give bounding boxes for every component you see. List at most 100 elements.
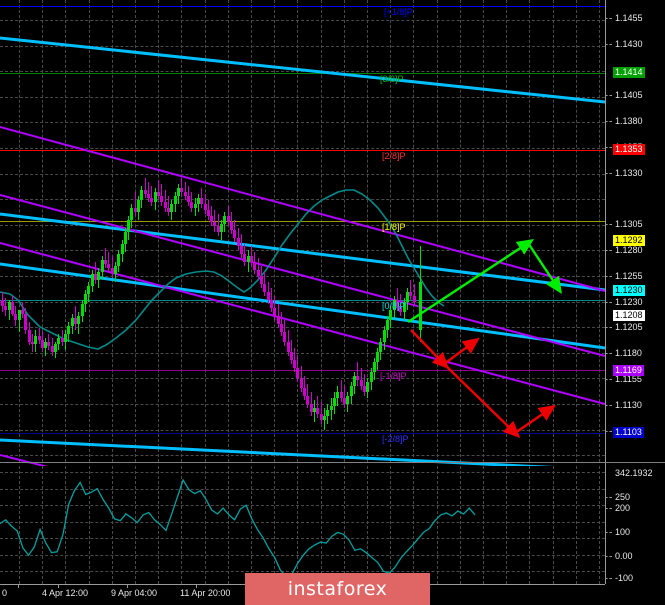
oscillator-tick-label: 0.00 bbox=[615, 551, 633, 561]
axis-tick bbox=[605, 532, 612, 533]
candle-body bbox=[170, 204, 174, 212]
axis-tick-label: 1.1330 bbox=[615, 168, 643, 178]
candle-body bbox=[77, 316, 81, 324]
candle-body bbox=[80, 304, 84, 316]
candle-body bbox=[4, 306, 8, 310]
candle-body bbox=[40, 340, 44, 348]
candle-body bbox=[50, 346, 54, 352]
candle-wick bbox=[343, 386, 345, 408]
candle-body bbox=[157, 192, 161, 196]
price-chip: 1.1208 bbox=[613, 310, 645, 321]
murrey-label: [2/8]P bbox=[382, 151, 406, 161]
candle-body bbox=[306, 396, 310, 404]
candle-wick bbox=[158, 180, 160, 200]
candle-body bbox=[230, 222, 234, 230]
candle-body bbox=[17, 310, 21, 320]
candle-body bbox=[57, 338, 61, 344]
candle-body bbox=[160, 196, 164, 202]
axis-tick bbox=[605, 508, 612, 509]
murrey-line bbox=[0, 150, 605, 151]
candle-body bbox=[289, 352, 293, 360]
candle-body bbox=[269, 300, 273, 308]
time-tick-label: 11 Apr 20:00 bbox=[180, 588, 231, 598]
axis-tick bbox=[605, 121, 612, 122]
candle-wick bbox=[397, 288, 399, 310]
candle-body bbox=[223, 216, 227, 224]
candle-body bbox=[200, 198, 204, 204]
candle-wick bbox=[360, 368, 362, 390]
candle-body bbox=[379, 342, 383, 352]
candle-wick bbox=[8, 300, 10, 320]
candle-wick bbox=[181, 178, 183, 196]
candle-body bbox=[64, 334, 68, 342]
murrey-label: [0/8]P bbox=[382, 301, 406, 311]
candle-body bbox=[100, 260, 104, 272]
axis-tick bbox=[605, 224, 612, 225]
candle-wick bbox=[317, 396, 319, 418]
candle-wick bbox=[257, 258, 259, 280]
candle-body bbox=[349, 386, 353, 396]
axis-tick bbox=[605, 556, 612, 557]
candle-body bbox=[113, 266, 117, 274]
candle-wick bbox=[184, 182, 186, 200]
candle-body bbox=[143, 190, 147, 194]
candle-body bbox=[409, 292, 413, 296]
candle-wick bbox=[217, 214, 219, 236]
candle-body bbox=[93, 274, 97, 280]
axis-tick-label: 1.1305 bbox=[615, 219, 643, 229]
axis-tick-label: 1.1255 bbox=[615, 271, 643, 281]
instaforex-watermark: instaforex bbox=[245, 573, 430, 605]
murrey-label: [-2/8]P bbox=[382, 434, 409, 444]
candle-body bbox=[392, 300, 396, 310]
candle-body bbox=[210, 216, 214, 222]
candle-body bbox=[256, 270, 260, 276]
axis-tick-label: 1.1205 bbox=[615, 322, 643, 332]
candle-body bbox=[276, 316, 280, 324]
candle-body bbox=[30, 342, 34, 344]
candle-body bbox=[399, 306, 403, 312]
candle-body bbox=[87, 286, 91, 294]
candle-body bbox=[137, 200, 141, 212]
candle-body bbox=[293, 360, 297, 368]
candle-wick bbox=[357, 362, 359, 386]
candle-body bbox=[372, 362, 376, 372]
price-chip: 1.1292 bbox=[613, 235, 645, 246]
candle-body bbox=[216, 226, 220, 232]
bullish-leg-down bbox=[527, 242, 562, 294]
candle-body bbox=[47, 342, 51, 346]
candle-wick bbox=[148, 182, 150, 202]
candle-body bbox=[236, 238, 240, 246]
candle-wick bbox=[164, 190, 166, 212]
candle-body bbox=[1, 300, 4, 306]
candle-body bbox=[356, 376, 360, 380]
forecast-arrows bbox=[407, 239, 562, 439]
candle-body bbox=[233, 230, 237, 238]
candle-body bbox=[44, 342, 48, 348]
candle-wick bbox=[400, 294, 402, 316]
time-tick-label: 0 bbox=[2, 588, 8, 598]
price-axis[interactable]: 1.14551.14301.14051.13801.13551.13301.13… bbox=[605, 0, 665, 605]
candle-body bbox=[309, 404, 313, 412]
oscillator-tick-label: -100 bbox=[615, 573, 634, 583]
candle-body bbox=[329, 406, 333, 410]
axis-tick bbox=[605, 353, 612, 354]
candle-body bbox=[147, 194, 151, 198]
candle-body bbox=[243, 254, 247, 262]
candle-body bbox=[14, 314, 18, 320]
candle-body bbox=[266, 292, 270, 300]
candle-body bbox=[193, 204, 197, 208]
axis-tick bbox=[605, 578, 612, 579]
candle-wick bbox=[340, 380, 342, 402]
candle-wick bbox=[320, 402, 322, 424]
candle-body bbox=[167, 208, 170, 212]
candle-body bbox=[323, 416, 327, 420]
candle-body bbox=[419, 282, 423, 330]
candle-body bbox=[362, 386, 366, 392]
price-chart-panel[interactable]: [+1/8]P [3/8]P [2/8]P [1/8]P [0/8]P [-1/8]P [-… bbox=[0, 0, 606, 541]
candle-body bbox=[107, 264, 111, 268]
bullish-leg-up bbox=[407, 239, 535, 324]
axis-tick bbox=[605, 327, 612, 328]
candle-body bbox=[190, 202, 194, 208]
candle-body bbox=[283, 332, 287, 342]
oscillator-panel[interactable] bbox=[0, 466, 605, 584]
